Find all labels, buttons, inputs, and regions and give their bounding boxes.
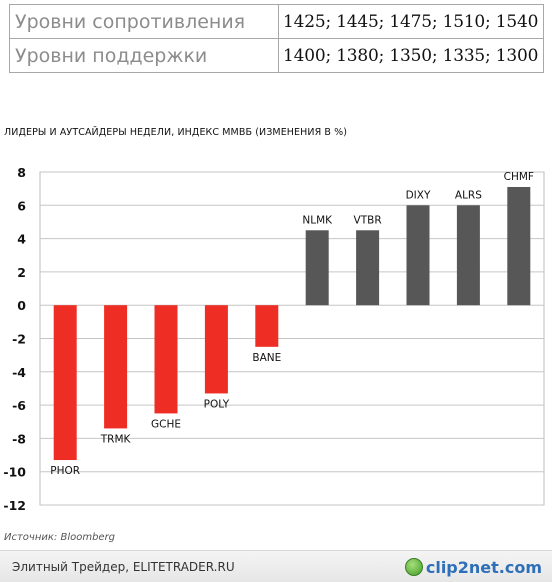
resistance-label: Уровни сопротивления (9, 4, 279, 39)
y-tick-label: -4 (12, 365, 26, 380)
bar-label: NLMK (302, 214, 333, 226)
bar-chart: 8 6 4 2 0 -2 -4 -6 -8 -10 -12 PHOR TRMK GCHE POLY BANE N… (3, 165, 545, 513)
bar-label: ALRS (455, 189, 482, 201)
y-tick-label: 4 (17, 232, 26, 247)
bar (507, 186, 531, 306)
watermark: clip2net.com (404, 556, 542, 578)
bar-label: VTBR (354, 214, 382, 226)
bar (154, 305, 178, 414)
y-tick-label: -2 (12, 332, 26, 347)
support-label: Уровни поддержки (9, 38, 279, 73)
clip2net-logo-icon (404, 558, 423, 576)
resistance-row: Уровни сопротивления 1425; 1445; 1475; 1… (9, 4, 545, 39)
bar-label: DIXY (406, 189, 431, 201)
bar-label: POLY (204, 398, 230, 410)
y-tick-label: 8 (17, 165, 26, 180)
bar (255, 305, 279, 347)
resistance-values: 1425; 1445; 1475; 1510; 1540 (277, 4, 545, 39)
source-note: Источник: Bloomberg (4, 532, 116, 543)
watermark-text: clip2net.com (425, 557, 542, 577)
bar-label: GCHE (151, 418, 181, 430)
footer-bar: Элитный Трейдер, ELITETRADER.RU clip2net… (0, 550, 552, 582)
bar-label: BANE (252, 352, 281, 364)
y-tick-label: 2 (17, 265, 26, 280)
bar (53, 305, 77, 461)
bar (456, 205, 480, 306)
bar-label: CHMF (504, 171, 534, 183)
y-tick-label: -8 (12, 431, 26, 446)
chart-title: ЛИДЕРЫ И АУТСАЙДЕРЫ НЕДЕЛИ, ИНДЕКС ММВБ … (4, 127, 348, 138)
bar-label: PHOR (50, 465, 80, 477)
bar (204, 305, 228, 394)
bar-label: TRMK (100, 433, 132, 445)
bar (356, 230, 380, 306)
y-tick-label: -10 (3, 465, 26, 480)
support-row: Уровни поддержки 1400; 1380; 1350; 1335;… (9, 38, 545, 73)
bar (305, 230, 329, 306)
support-values: 1400; 1380; 1350; 1335; 1300 (277, 38, 545, 73)
y-tick-label: -6 (12, 398, 26, 413)
y-tick-label: 0 (17, 298, 26, 313)
bar (104, 305, 128, 429)
footer-site-name: Элитный Трейдер, ELITETRADER.RU (12, 560, 235, 574)
y-tick-label: -12 (3, 498, 26, 513)
y-tick-label: 6 (17, 198, 26, 213)
levels-table: Уровни сопротивления 1425; 1445; 1475; 1… (9, 4, 545, 73)
bar (406, 205, 430, 306)
